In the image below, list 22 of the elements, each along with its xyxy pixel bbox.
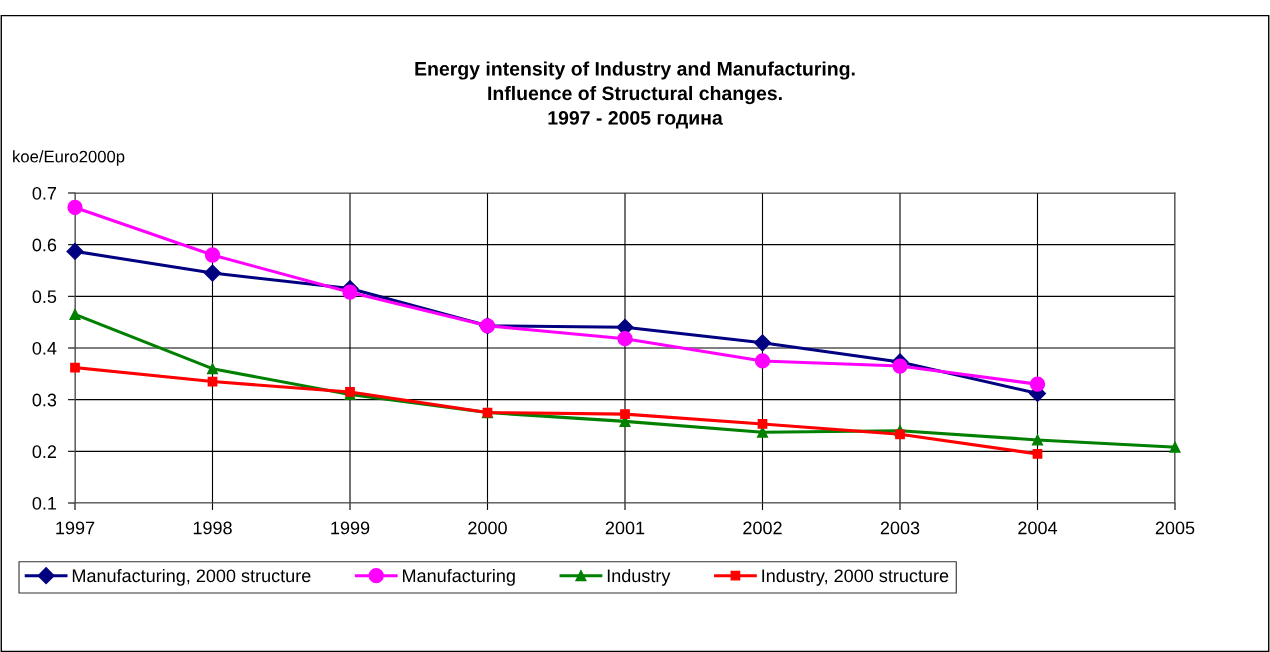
x-tick-label: 2001 [605, 521, 645, 535]
y-tick-label: 0.7 [32, 186, 57, 200]
x-tick-label: 2000 [468, 521, 507, 535]
legend-label: Manufacturing [403, 568, 515, 586]
legend-label: Industry [607, 568, 671, 586]
x-tick-label: 1997 [56, 521, 95, 535]
y-tick-label: 0.1 [32, 496, 57, 510]
y-tick-label: 0.6 [32, 238, 57, 252]
x-tick-label: 2003 [880, 521, 920, 535]
chart-title: Energy intensity of Industry and Manufacturing. Influence of Structural changes. 1997 - 2005 година [415, 61, 855, 129]
legend-label: Manufacturing, 2000 structure [72, 568, 311, 586]
y-tick-label: 0.3 [32, 393, 57, 407]
y-tick-label: 0.5 [32, 290, 57, 304]
y-axis-title: koe/Euro2000p [13, 150, 125, 166]
y-tick-label: 0.2 [32, 445, 57, 459]
x-tick-label: 2002 [743, 521, 782, 535]
y-tick-label: 0.4 [32, 341, 57, 355]
legend-label: Industry, 2000 structure [762, 568, 949, 586]
x-tick-label: 2005 [1155, 521, 1195, 535]
x-tick-label: 1999 [331, 521, 370, 535]
x-tick-label: 1998 [193, 521, 232, 535]
x-tick-label: 2004 [1018, 521, 1058, 535]
